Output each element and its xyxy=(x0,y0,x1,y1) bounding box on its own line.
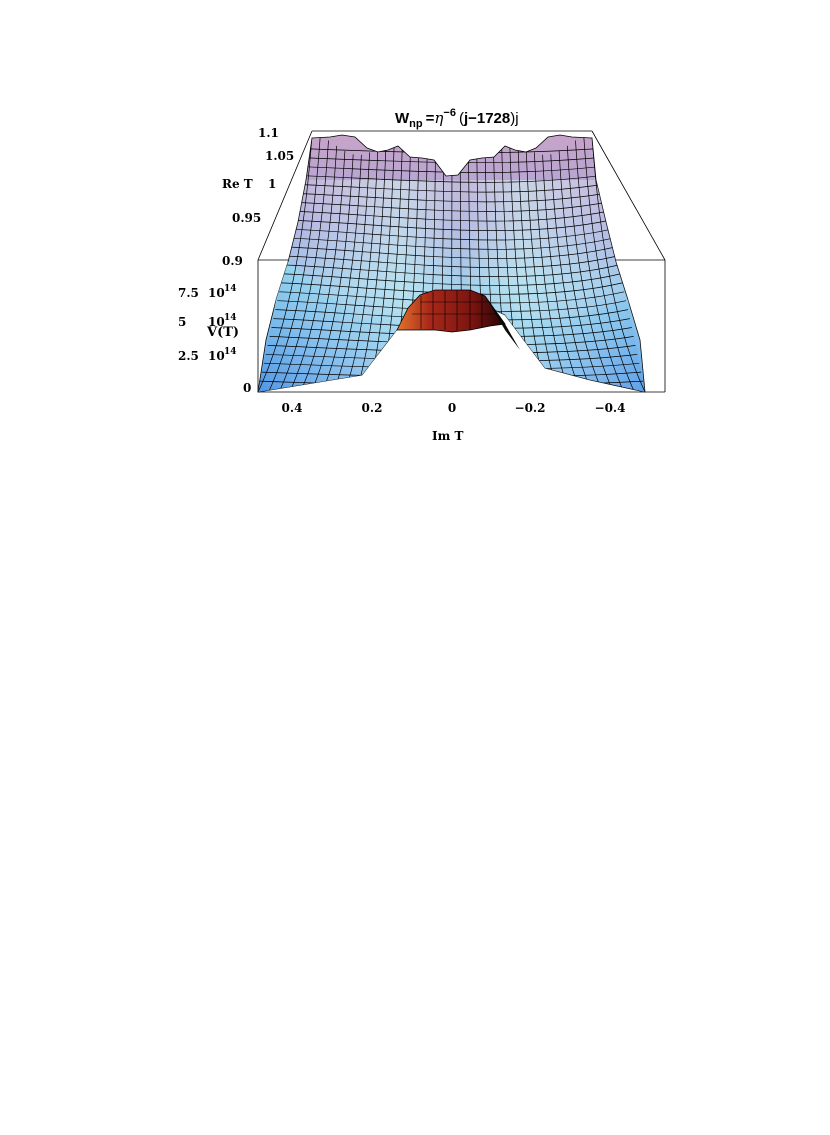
mesh-line xyxy=(371,137,395,377)
y-axis-label: Re T xyxy=(222,177,253,191)
x-tick-label: −0.2 xyxy=(515,401,546,415)
z-axis: 02.5 10 145 10 147.5 10 14 xyxy=(178,284,251,395)
mesh-line xyxy=(451,154,453,373)
mesh-line xyxy=(517,142,543,378)
peak-mesh xyxy=(412,290,497,331)
z-tick-base: 10 xyxy=(208,315,225,329)
surface-mesh xyxy=(258,135,645,392)
x-tick-label: 0 xyxy=(448,401,456,415)
mesh-line xyxy=(302,184,602,193)
mesh-line xyxy=(337,152,370,381)
mesh-line xyxy=(290,237,613,250)
center-peak xyxy=(396,289,520,350)
z-tick-power: 14 xyxy=(224,313,237,323)
mesh-line xyxy=(304,175,600,183)
mesh-line xyxy=(566,145,612,387)
z-tick-label: 2.5 xyxy=(178,349,199,363)
z-tick-label: 0 xyxy=(243,381,251,395)
mesh-line xyxy=(288,246,615,259)
z-tick-base: 10 xyxy=(208,349,225,363)
mesh-line xyxy=(284,264,619,277)
mesh-line xyxy=(286,255,617,268)
z-tick-label: 5 xyxy=(178,315,186,329)
mesh-line xyxy=(269,136,321,391)
peak-shadow xyxy=(485,296,520,350)
surface-plot-figure: 0 2.5 10 14 5 10 14 7.5 10 14 V(T) 0.95 1 1.05 1.1 R… xyxy=(0,0,830,470)
mesh-line xyxy=(298,202,606,212)
y-tick-label: 1 xyxy=(268,177,276,191)
y-axis-origin-label: 0.9 xyxy=(222,254,243,268)
z-tick-power: 14 xyxy=(224,284,237,294)
mesh-line xyxy=(348,147,379,379)
z-axis-label: V(T) xyxy=(206,325,239,340)
mesh-line xyxy=(294,220,610,231)
chart-title: Wnp =η−6 (j−1728)j xyxy=(395,107,519,130)
x-tick-label: 0.2 xyxy=(362,401,383,415)
x-tick-label: 0.4 xyxy=(282,401,303,415)
y-axis: 0.95 1 1.05 1.1 xyxy=(232,126,294,225)
mesh-line xyxy=(525,147,555,379)
z-tick-label: 7.5 xyxy=(178,286,199,300)
mesh-line xyxy=(296,211,608,222)
x-axis-label: Im T xyxy=(432,429,463,443)
mesh-line xyxy=(303,150,346,385)
mesh-line xyxy=(591,135,645,392)
mesh-line xyxy=(283,273,621,286)
mesh-line xyxy=(300,193,604,203)
y-tick-label: 1.1 xyxy=(258,126,279,140)
mesh-line xyxy=(292,228,611,241)
mesh-line xyxy=(291,145,338,387)
mesh-line xyxy=(575,140,623,389)
y-tick-label: 0.95 xyxy=(232,211,261,225)
mesh-line xyxy=(550,154,589,384)
x-axis: 0.4 0.2 0 −0.2 −0.4 xyxy=(282,401,626,415)
z-tick-power: 14 xyxy=(224,347,237,357)
z-tick-base: 10 xyxy=(208,286,225,300)
mesh-line xyxy=(314,154,354,384)
mesh-line xyxy=(583,136,634,391)
y-tick-label: 1.05 xyxy=(265,149,294,163)
x-tick-label: −0.4 xyxy=(595,401,626,415)
mesh-line xyxy=(325,154,362,382)
mesh-line xyxy=(542,154,578,382)
surface xyxy=(257,134,646,393)
